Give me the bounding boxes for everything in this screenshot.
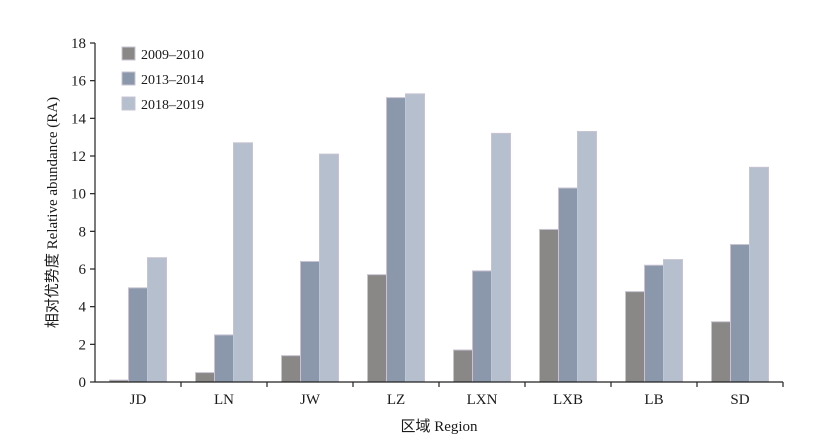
- y-tick-label: 10: [71, 187, 86, 203]
- y-tick-label: 14: [71, 111, 87, 127]
- bar-lxn-series-2: [472, 270, 492, 383]
- bar-lxb-series-2: [558, 187, 578, 383]
- legend: 2009–2010 2013–2014 2018–2019: [121, 46, 204, 113]
- x-tick-label: LXN: [467, 392, 498, 408]
- y-tick-label: 0: [79, 375, 87, 391]
- y-axis-title: 相对优势度 Relative abundance (RA): [44, 97, 61, 328]
- y-tick-label: 8: [79, 224, 87, 240]
- bar-ln-series-1: [195, 372, 215, 383]
- y-tick-label: 6: [79, 262, 87, 278]
- bar-lz-series-3: [405, 93, 425, 383]
- y-tick-label: 16: [71, 74, 87, 90]
- bar-sd-series-2: [730, 244, 750, 383]
- bar-sd-series-1: [711, 321, 731, 383]
- bar-jd-series-3: [147, 257, 167, 383]
- legend-swatch: [121, 46, 136, 61]
- x-tick-label: JW: [300, 392, 321, 408]
- x-tick-label: LB: [644, 392, 663, 408]
- x-tick-label: SD: [730, 392, 749, 408]
- bar-jd-series-2: [128, 287, 148, 383]
- y-tick-label: 4: [79, 300, 87, 316]
- x-ticks-group: JD LN JW LZ LXN LXB LB SD: [130, 382, 784, 408]
- legend-swatch: [121, 71, 136, 86]
- y-tick-label: 2: [79, 337, 87, 353]
- bar-sd-series-3: [749, 166, 769, 383]
- bar-lxn-series-3: [491, 132, 511, 383]
- x-tick-label: JD: [130, 392, 147, 408]
- y-tick-label: 18: [71, 36, 86, 52]
- bar-jw-series-3: [319, 153, 339, 383]
- x-tick-label: LZ: [387, 392, 405, 408]
- bar-ln-series-3: [233, 142, 253, 383]
- bar-lb-series-1: [625, 291, 645, 383]
- bar-lb-series-3: [663, 259, 683, 383]
- x-axis-title: 区域 Region: [400, 418, 478, 435]
- legend-swatch: [121, 96, 136, 111]
- bar-jw-series-2: [300, 260, 320, 383]
- y-tick-label: 12: [71, 149, 86, 165]
- bar-lxb-series-3: [577, 131, 597, 383]
- legend-label: 2018–2019: [141, 98, 204, 113]
- legend-label: 2009–2010: [141, 48, 204, 63]
- bar-lz-series-1: [367, 274, 387, 383]
- x-tick-label: LN: [214, 392, 234, 408]
- bar-lxn-series-1: [453, 349, 473, 383]
- bar-ln-series-2: [214, 334, 234, 383]
- bar-jw-series-1: [281, 355, 301, 383]
- bar-lxb-series-1: [539, 228, 559, 383]
- y-ticks-group: 0 2 4 6 8 10 12 14 16 18: [71, 36, 95, 391]
- legend-label: 2013–2014: [141, 73, 204, 88]
- x-tick-label: LXB: [553, 392, 583, 408]
- bar-lb-series-2: [644, 264, 664, 383]
- bar-lz-series-2: [386, 97, 406, 383]
- bars-group: [109, 93, 769, 383]
